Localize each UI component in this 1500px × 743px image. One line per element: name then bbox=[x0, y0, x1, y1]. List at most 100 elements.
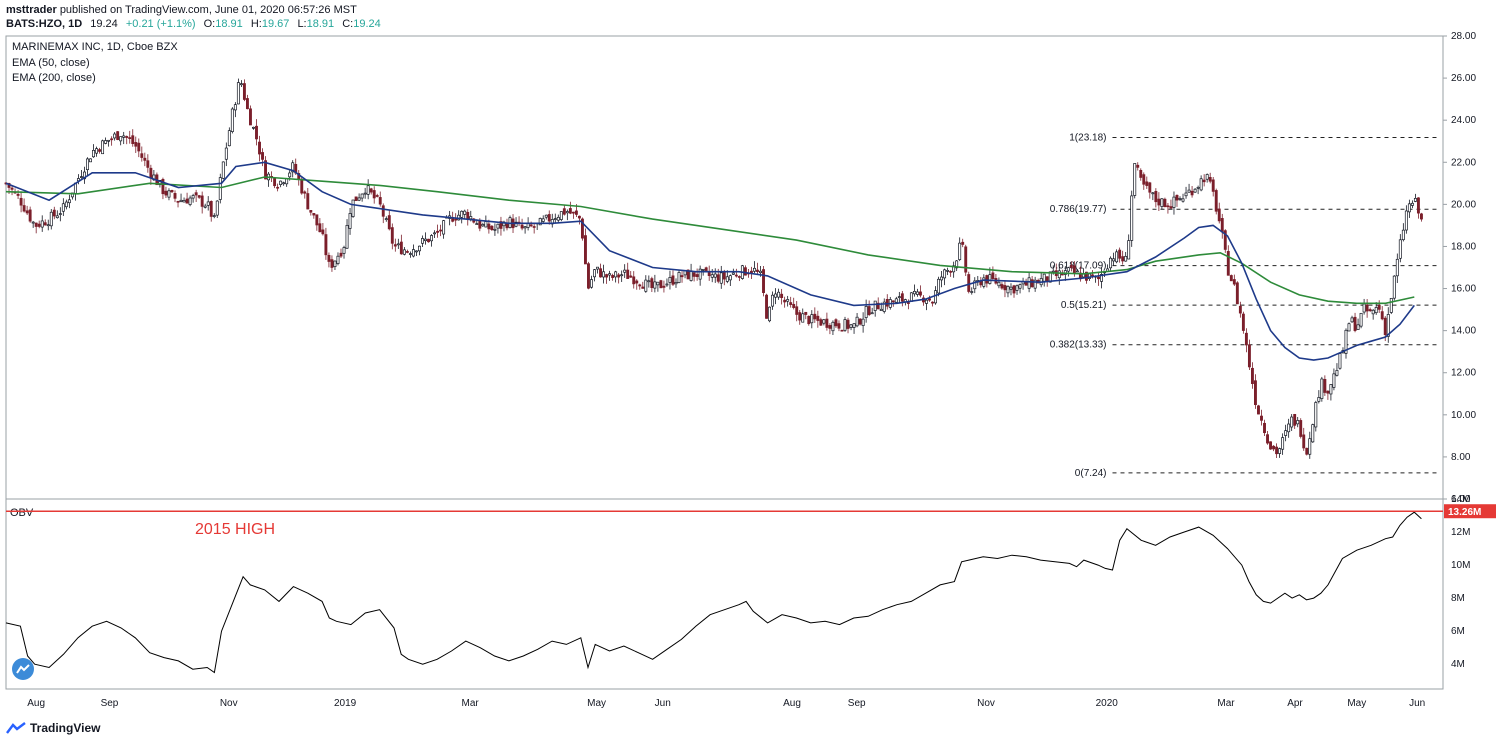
annotation-2015-high[interactable]: 2015 HIGH bbox=[195, 521, 275, 538]
x-tick-label: 2019 bbox=[334, 698, 357, 709]
candle bbox=[982, 274, 986, 289]
fibonacci-retracement[interactable]: 1(23.18) 0.786(19.77) 0.618(17.09) 0.5(15.2… bbox=[1050, 132, 1440, 479]
candle-body bbox=[894, 298, 898, 303]
candle-body bbox=[1250, 367, 1254, 384]
candle-body bbox=[149, 167, 153, 178]
candle bbox=[1100, 267, 1103, 289]
candle bbox=[1202, 174, 1206, 187]
candle bbox=[541, 215, 545, 224]
candle-body bbox=[37, 223, 41, 227]
candle bbox=[1112, 252, 1116, 266]
candle-body bbox=[83, 171, 86, 180]
candle bbox=[249, 105, 252, 126]
candle-body bbox=[466, 211, 470, 220]
candle-body bbox=[67, 199, 71, 204]
candle-body bbox=[638, 284, 642, 287]
candle-body bbox=[810, 314, 814, 324]
ema50-line[interactable] bbox=[5, 161, 1415, 361]
ema200-legend[interactable]: EMA (200, close) bbox=[12, 72, 96, 84]
obv-legend[interactable]: OBV bbox=[10, 507, 34, 519]
candle-body bbox=[206, 201, 210, 206]
candle bbox=[677, 269, 681, 284]
candle-body bbox=[743, 267, 747, 276]
obv-pane-border bbox=[5, 498, 1444, 690]
candle bbox=[460, 210, 464, 224]
candle-body bbox=[1329, 384, 1333, 395]
candle-body bbox=[1124, 255, 1128, 262]
candle-body bbox=[988, 274, 992, 284]
candle-body bbox=[719, 272, 723, 284]
candle bbox=[454, 213, 458, 227]
candle-body bbox=[629, 275, 633, 278]
chart-title-legend[interactable]: MARINEMAX INC, 1D, Cboe BZX bbox=[12, 41, 178, 53]
candle-body bbox=[647, 280, 651, 283]
candle bbox=[605, 273, 609, 284]
candle bbox=[333, 260, 337, 270]
candle-body bbox=[137, 142, 141, 152]
publisher-name[interactable]: msttrader bbox=[6, 4, 57, 16]
candle-body bbox=[399, 241, 403, 255]
candle bbox=[61, 198, 65, 216]
tradingview-watermark-icon[interactable] bbox=[12, 658, 34, 680]
ema-lines bbox=[5, 161, 1415, 361]
candle-body bbox=[1006, 285, 1010, 294]
candle bbox=[940, 271, 944, 288]
candle bbox=[922, 295, 925, 306]
candle bbox=[626, 262, 630, 279]
candle-body bbox=[1311, 424, 1315, 443]
candle bbox=[1226, 245, 1230, 276]
candle-body bbox=[1317, 397, 1321, 402]
candle bbox=[662, 280, 666, 293]
quote-line: BATS:HZO, 1D 19.24 +0.21 (+1.1%) O:18.91… bbox=[6, 18, 381, 30]
candle-body bbox=[940, 276, 944, 281]
candle-body bbox=[1344, 329, 1348, 354]
candle-body bbox=[1000, 284, 1004, 289]
candle bbox=[336, 252, 340, 266]
candle bbox=[499, 216, 503, 236]
candle-body bbox=[493, 228, 497, 231]
candle-body bbox=[1326, 390, 1330, 394]
candle bbox=[134, 136, 138, 153]
candle-body bbox=[970, 291, 974, 293]
candle bbox=[1142, 172, 1146, 190]
candle bbox=[442, 219, 446, 239]
x-tick-label: Apr bbox=[1287, 698, 1303, 709]
candle-body bbox=[641, 286, 645, 289]
candle-body bbox=[369, 188, 373, 193]
candle bbox=[203, 203, 207, 209]
candle-body bbox=[596, 266, 599, 270]
candle bbox=[125, 135, 129, 145]
candle-body bbox=[384, 218, 388, 220]
candle-body bbox=[946, 270, 950, 272]
y-tick-label: 8.00 bbox=[1451, 452, 1471, 463]
candle bbox=[430, 234, 433, 247]
obv-series-line[interactable] bbox=[5, 511, 1422, 674]
candle-body bbox=[378, 197, 382, 205]
candle-body bbox=[861, 318, 865, 326]
footer-brand[interactable]: TradingView bbox=[6, 721, 100, 735]
candle bbox=[801, 308, 805, 323]
y-tick-label: 18.00 bbox=[1451, 241, 1476, 252]
candle-body bbox=[89, 158, 92, 163]
candle bbox=[837, 320, 841, 332]
candle-body bbox=[354, 196, 358, 201]
candle-body bbox=[659, 280, 663, 289]
candle-body bbox=[1187, 189, 1191, 193]
candle-body bbox=[203, 205, 207, 208]
candle-body bbox=[224, 147, 228, 160]
candle-body bbox=[1410, 202, 1414, 206]
candle-body bbox=[1003, 285, 1007, 291]
candle-body bbox=[544, 214, 548, 218]
ema50-legend[interactable]: EMA (50, close) bbox=[12, 57, 90, 69]
candle-body bbox=[547, 214, 551, 222]
candle-body bbox=[318, 223, 322, 233]
candle-body bbox=[813, 313, 817, 320]
candle-body bbox=[792, 303, 796, 308]
ema200-line[interactable] bbox=[5, 176, 1415, 305]
candle bbox=[894, 296, 898, 303]
candle bbox=[544, 214, 548, 220]
candle-body bbox=[1139, 169, 1143, 178]
candle bbox=[264, 156, 267, 180]
candle bbox=[1284, 424, 1288, 442]
